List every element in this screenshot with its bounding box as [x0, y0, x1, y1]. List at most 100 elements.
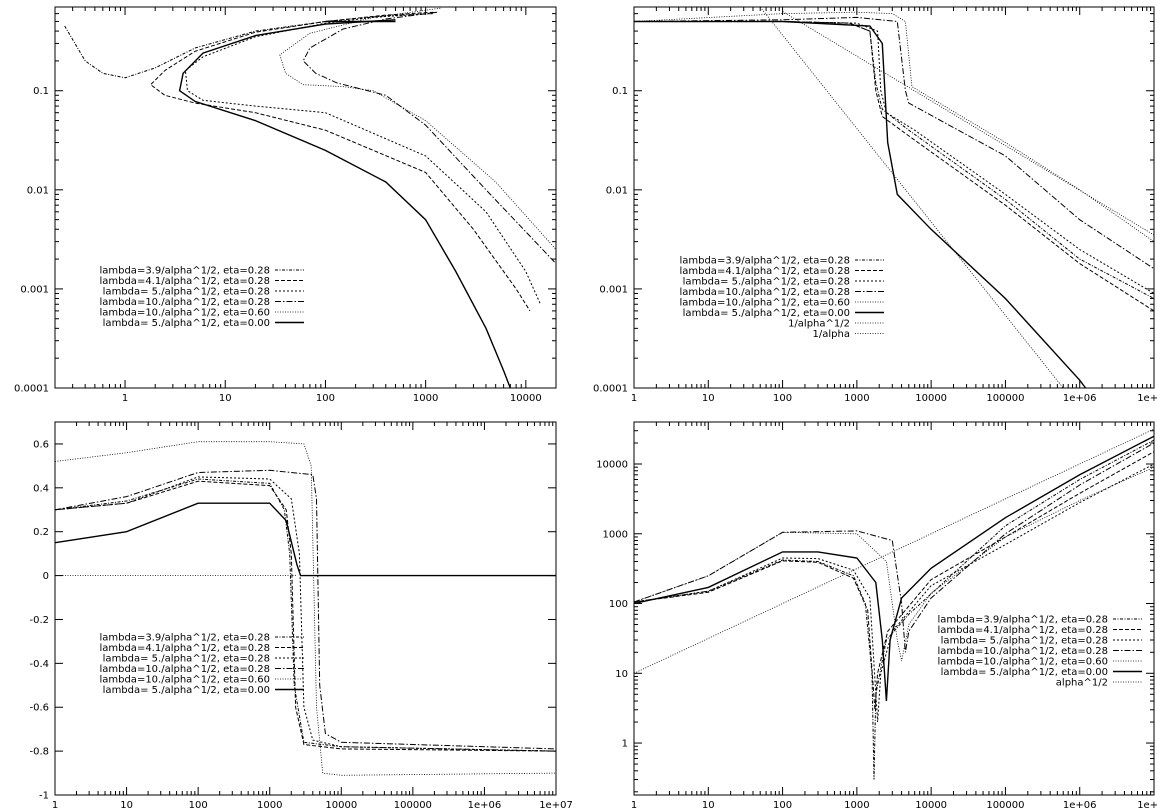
x-tick-label: 100 — [316, 393, 335, 404]
series-group — [634, 428, 1154, 780]
series-line-6 — [55, 502, 556, 577]
y-tick-label: 0.1 — [612, 86, 628, 97]
chart-panel-2: 1 10 100 1000 10000 100000 1e+06 1e+07 0.0001 0.0… — [593, 6, 1157, 404]
x-tick-label: 10 — [702, 800, 715, 809]
legend-label: lambda=3.9/alpha^1/2, eta=0.28 — [937, 615, 1108, 626]
y-tick-label: -0.8 — [29, 747, 49, 758]
plot-frame — [633, 421, 1155, 796]
legend-label: lambda= 5./alpha^1/2, eta=0.00 — [683, 308, 850, 319]
x-tick-label: 1 — [122, 393, 128, 404]
series-line-6 — [634, 20, 1087, 388]
legend: lambda=3.9/alpha^1/2, eta=0.28lambda=4.1… — [99, 266, 304, 329]
legend-label: lambda=4.1/alpha^1/2, eta=0.28 — [937, 625, 1108, 636]
x-tick-label: 1e+06 — [468, 800, 502, 809]
legend-label: lambda=4.1/alpha^1/2, eta=0.28 — [99, 643, 270, 654]
legend-label: lambda= 5./alpha^1/2, eta=0.28 — [683, 277, 850, 288]
legend-label: lambda= 5./alpha^1/2, eta=0.28 — [103, 287, 270, 298]
legend-label: lambda= 5./alpha^1/2, eta=0.00 — [941, 667, 1108, 678]
y-tick-label: 0.1 — [33, 86, 49, 97]
series-line-3 — [55, 476, 556, 752]
x-tick-label: 1e+06 — [1063, 393, 1097, 404]
x-tick-label: 1000 — [257, 800, 282, 809]
series-line-5 — [279, 7, 556, 250]
y-tick-label: 10000 — [596, 460, 628, 471]
x-tick-label: 1000 — [844, 393, 869, 404]
legend-label: lambda= 5./alpha^1/2, eta=0.28 — [103, 654, 270, 665]
y-tick-label: 0 — [43, 571, 49, 582]
legend: lambda=3.9/alpha^1/2, eta=0.28lambda=4.1… — [679, 256, 884, 340]
legend-label: lambda=10./alpha^1/2, eta=0.60 — [679, 298, 850, 309]
plot-frame — [54, 6, 557, 389]
legend-label: lambda=3.9/alpha^1/2, eta=0.28 — [99, 633, 270, 644]
x-tick-label: 100000 — [394, 800, 432, 809]
x-tick-label: 1e+06 — [1063, 800, 1097, 809]
series-line-1 — [55, 478, 556, 752]
x-tick-label: 10000 — [915, 800, 947, 809]
x-tick-label: 10000 — [915, 393, 947, 404]
series-line-2 — [634, 21, 1154, 312]
legend-label: 1/alpha — [813, 329, 850, 340]
x-tick-label: 1e+07 — [1137, 800, 1157, 809]
series-line-3 — [634, 463, 1154, 723]
y-tick-label: 10 — [615, 669, 628, 680]
legend-label: 1/alpha^1/2 — [788, 319, 850, 330]
series-group — [634, 7, 1154, 388]
y-tick-label: -0.4 — [29, 659, 49, 670]
x-tick-label: 100 — [773, 800, 792, 809]
y-tick-label: 1000 — [603, 529, 628, 540]
legend-label: lambda=4.1/alpha^1/2, eta=0.28 — [99, 276, 270, 287]
legend-label: lambda=10./alpha^1/2, eta=0.60 — [99, 308, 270, 319]
x-tick-label: 100000 — [986, 393, 1024, 404]
legend-label: lambda=10./alpha^1/2, eta=0.60 — [99, 675, 270, 686]
x-tick-label: 1 — [631, 393, 637, 404]
y-tick-label: 100 — [609, 599, 628, 610]
y-tick-label: 0.01 — [27, 185, 49, 196]
chart-panel-3: 1 10 100 1000 10000 100000 1e+06 1e+07 -1 -0.8 -0.… — [29, 421, 573, 809]
x-tick-label: 10 — [219, 393, 232, 404]
y-tick-label: 0.0001 — [14, 384, 49, 395]
x-tick-label: 10000 — [510, 393, 542, 404]
x-tick-label: 1 — [631, 800, 637, 809]
plot-frame — [54, 421, 557, 796]
series-line-5 — [634, 466, 1154, 662]
series-line-4 — [302, 11, 556, 264]
legend-label: lambda=10./alpha^1/2, eta=0.28 — [679, 287, 850, 298]
x-tick-label: 10 — [120, 800, 133, 809]
x-tick-label: 100 — [773, 393, 792, 404]
y-tick-label: 0.0001 — [593, 384, 628, 395]
series-line-7 — [634, 428, 1154, 674]
legend-label: lambda=3.9/alpha^1/2, eta=0.28 — [99, 266, 270, 277]
x-tick-label: 1000 — [413, 393, 438, 404]
y-tick-label: -0.2 — [29, 615, 49, 626]
chart-panel-4: 1 10 100 1000 10000 100000 1e+06 1e+07 1 10 100 100… — [596, 421, 1157, 809]
legend-label: alpha^1/2 — [1056, 678, 1108, 689]
legend-label: lambda=10./alpha^1/2, eta=0.28 — [937, 646, 1108, 657]
x-tick-label: 100000 — [986, 800, 1024, 809]
legend-label: lambda= 5./alpha^1/2, eta=0.00 — [103, 318, 270, 329]
series-line-5 — [55, 441, 556, 776]
series-line-4 — [634, 16, 1154, 270]
series-line-4 — [55, 469, 556, 750]
legend: lambda=3.9/alpha^1/2, eta=0.28lambda=4.1… — [99, 633, 304, 696]
legend-label: lambda=10./alpha^1/2, eta=0.28 — [99, 664, 270, 675]
x-tick-label: 1e+07 — [539, 800, 573, 809]
y-tick-label: -1 — [39, 791, 49, 802]
series-group — [55, 441, 556, 776]
y-tick-label: 0.001 — [599, 284, 628, 295]
y-tick-label: 0.2 — [33, 527, 49, 538]
series-line-2 — [149, 11, 531, 312]
y-tick-label: -0.6 — [29, 703, 49, 714]
series-line-1 — [64, 13, 434, 79]
series-line-7 — [178, 19, 511, 388]
y-tick-label: 0.001 — [20, 284, 49, 295]
y-tick-label: 1 — [622, 739, 628, 750]
x-tick-label: 100 — [189, 800, 208, 809]
series-line-5 — [634, 11, 1154, 242]
plot-frame — [633, 6, 1155, 389]
legend-label: lambda= 5./alpha^1/2, eta=0.28 — [941, 636, 1108, 647]
series-line-3 — [184, 13, 541, 305]
series-line-3 — [634, 21, 1154, 294]
legend-label: lambda=10./alpha^1/2, eta=0.28 — [99, 297, 270, 308]
y-tick-label: 0.01 — [606, 185, 628, 196]
